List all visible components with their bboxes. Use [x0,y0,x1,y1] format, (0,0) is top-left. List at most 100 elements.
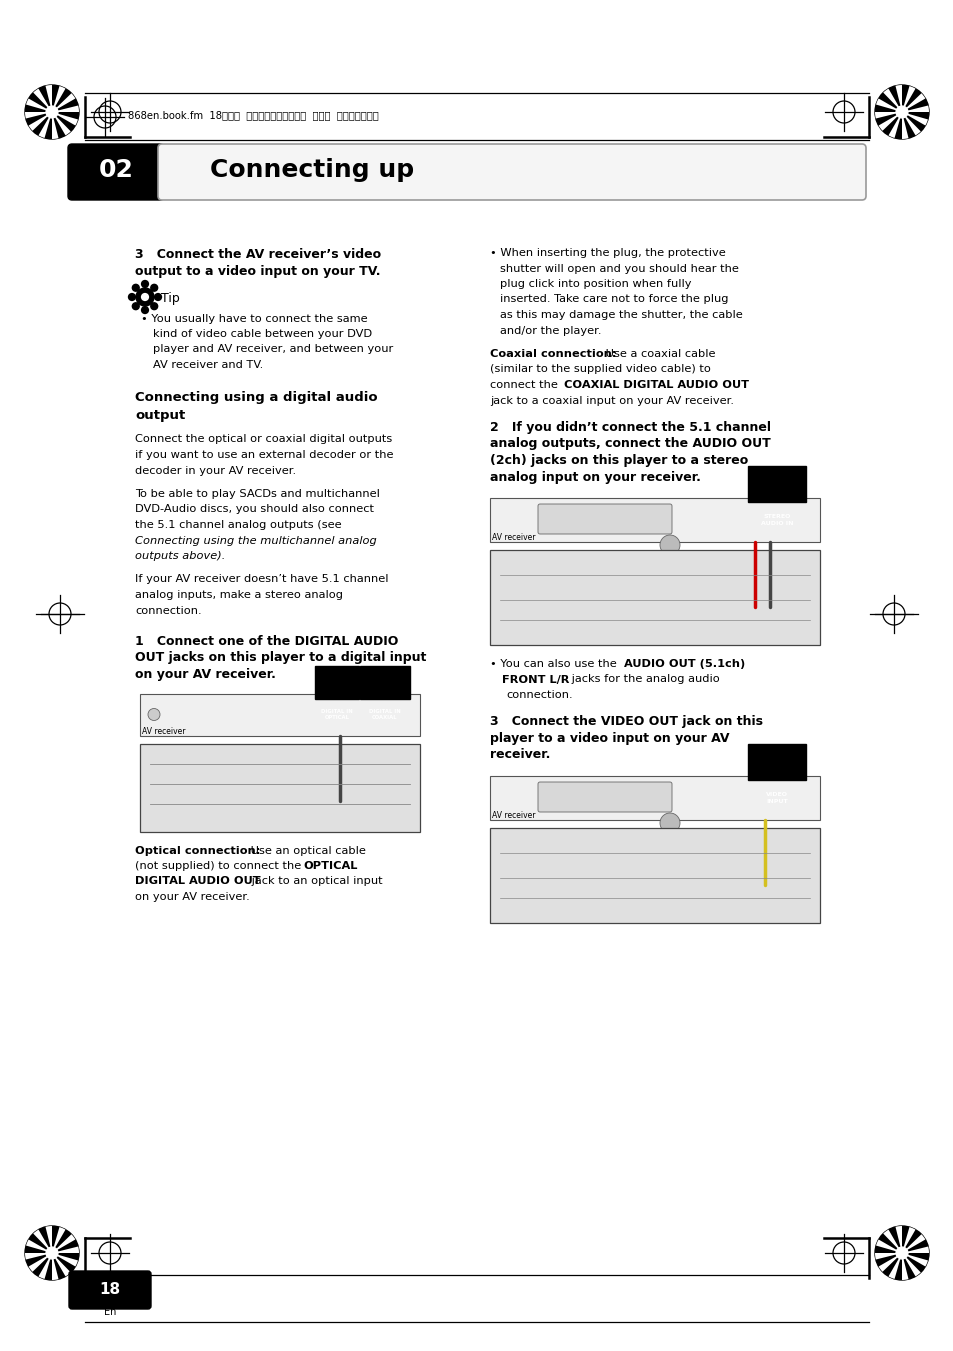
Text: Connecting using a digital audio: Connecting using a digital audio [135,392,377,404]
Bar [490,828,820,923]
Text: player to a video input on your AV: player to a video input on your AV [490,732,729,744]
FancyBboxPatch shape [537,504,671,534]
Text: COAXIAL DIGITAL AUDIO OUT: COAXIAL DIGITAL AUDIO OUT [563,380,748,390]
Wedge shape [878,112,901,131]
Wedge shape [25,1252,52,1259]
Text: 18: 18 [99,1282,120,1297]
Text: • When inserting the plug, the protective: • When inserting the plug, the protectiv… [490,249,725,258]
Text: 1   Connect one of the DIGITAL AUDIO: 1 Connect one of the DIGITAL AUDIO [135,635,398,648]
Wedge shape [29,1252,52,1271]
Wedge shape [29,112,52,131]
Wedge shape [901,93,924,112]
Wedge shape [882,1229,901,1252]
Circle shape [132,284,139,292]
Text: connection.: connection. [505,690,572,700]
Text: Optical connection:: Optical connection: [135,846,260,855]
Text: inserted. Take care not to force the plug: inserted. Take care not to force the plu… [499,295,728,304]
Text: AV receiver: AV receiver [492,534,535,542]
Text: and/or the player.: and/or the player. [499,326,601,335]
Text: 868en.book.fm  18ページ  ２００３年８月１９日  火曜日  午前９時３０分: 868en.book.fm 18ページ ２００３年８月１９日 火曜日 午前９時３… [128,109,378,120]
Wedge shape [52,112,78,126]
Text: the 5.1 channel analog outputs (see: the 5.1 channel analog outputs (see [135,520,341,530]
Text: FRONT L/R: FRONT L/R [490,674,569,685]
Text: 3   Connect the AV receiver’s video: 3 Connect the AV receiver’s video [135,249,381,261]
Circle shape [46,1247,58,1259]
Text: DIGITAL IN
COAXIAL: DIGITAL IN COAXIAL [369,709,400,720]
Bar [490,775,820,820]
Wedge shape [52,93,75,112]
Text: OPTICAL: OPTICAL [303,861,357,871]
Text: • You usually have to connect the same: • You usually have to connect the same [141,313,367,323]
Circle shape [129,293,135,300]
Wedge shape [887,1252,901,1279]
Text: jack to an optical input: jack to an optical input [248,877,382,886]
Wedge shape [901,1252,907,1279]
Text: • You can also use the: • You can also use the [490,659,619,669]
Text: on your AV receiver.: on your AV receiver. [135,667,275,681]
Circle shape [154,293,161,300]
Circle shape [895,107,907,118]
Text: Tip: Tip [161,292,179,305]
Wedge shape [901,112,907,139]
FancyBboxPatch shape [69,1271,151,1309]
Text: AUDIO OUT (5.1ch): AUDIO OUT (5.1ch) [623,659,744,669]
Text: DIGITAL IN
OPTICAL: DIGITAL IN OPTICAL [321,709,353,720]
Text: shutter will open and you should hear the: shutter will open and you should hear th… [499,263,739,273]
Circle shape [148,708,160,720]
Wedge shape [46,85,52,112]
Text: AV receiver: AV receiver [492,811,535,820]
Text: Use a coaxial cable: Use a coaxial cable [601,349,715,359]
Circle shape [141,307,149,313]
Text: plug click into position when fully: plug click into position when fully [499,280,691,289]
Wedge shape [901,1252,920,1277]
Circle shape [25,85,79,139]
Text: En: En [104,1306,116,1317]
Wedge shape [878,1252,901,1271]
Circle shape [659,535,679,555]
Text: 02: 02 [98,158,133,182]
Circle shape [874,1225,928,1279]
Wedge shape [875,1239,901,1252]
Bar [140,743,419,831]
Text: DIGITAL AUDIO OUT: DIGITAL AUDIO OUT [135,877,260,886]
FancyBboxPatch shape [68,145,164,200]
Bar [314,666,358,698]
Wedge shape [52,1252,71,1277]
Wedge shape [52,1252,78,1266]
Wedge shape [52,1252,58,1279]
Text: player and AV receiver, and between your: player and AV receiver, and between your [152,345,393,354]
Circle shape [136,288,153,305]
Circle shape [151,284,157,292]
Text: AV receiver: AV receiver [142,727,185,735]
Text: outputs above).: outputs above). [135,551,225,561]
Wedge shape [874,112,901,119]
Bar [140,693,419,735]
Wedge shape [52,1247,79,1252]
Wedge shape [901,1227,915,1252]
Wedge shape [26,99,52,112]
Text: connection.: connection. [135,605,201,616]
Wedge shape [887,112,901,138]
Wedge shape [901,1235,924,1252]
Text: (not supplied) to connect the: (not supplied) to connect the [135,861,305,871]
Text: OUT jacks on this player to a digital input: OUT jacks on this player to a digital in… [135,651,426,665]
Text: if you want to use an external decoder or the: if you want to use an external decoder o… [135,450,393,459]
Wedge shape [52,86,66,112]
Wedge shape [52,1227,66,1252]
Wedge shape [52,105,79,112]
Circle shape [141,293,149,300]
Text: STEREO
AUDIO IN: STEREO AUDIO IN [760,515,792,526]
Text: analog inputs, make a stereo analog: analog inputs, make a stereo analog [135,590,343,600]
Text: DVD-Audio discs, you should also connect: DVD-Audio discs, you should also connect [135,504,374,515]
Text: (2ch) jacks on this player to a stereo: (2ch) jacks on this player to a stereo [490,454,747,467]
Text: jacks for the analog audio: jacks for the analog audio [567,674,719,685]
Text: Connecting up: Connecting up [210,158,414,182]
Text: If your AV receiver doesn’t have 5.1 channel: If your AV receiver doesn’t have 5.1 cha… [135,574,388,585]
Wedge shape [901,1252,927,1266]
Circle shape [132,303,139,309]
Wedge shape [46,1225,52,1252]
Text: receiver.: receiver. [490,748,550,762]
Wedge shape [874,1252,901,1259]
Text: jack to a coaxial input on your AV receiver.: jack to a coaxial input on your AV recei… [490,396,733,405]
Bar [490,550,820,644]
